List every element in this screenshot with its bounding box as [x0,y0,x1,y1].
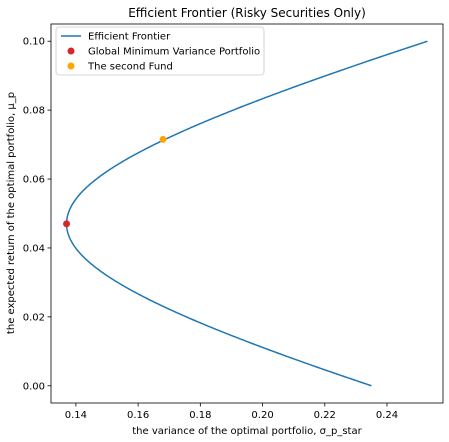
legend-marker-second-fund [67,62,75,70]
y-tick-label: 0.04 [23,243,45,254]
legend-marker-gmv [67,47,75,55]
gmv-point [63,220,71,228]
plot-area [50,23,444,404]
chart-title: Efficient Frontier (Risky Securities Onl… [128,6,366,20]
y-axis: 0.00 0.02 0.04 0.06 0.08 0.10 [23,37,51,392]
legend: Efficient Frontier Global Minimum Varian… [55,26,265,76]
second-fund-point [159,135,167,143]
legend-entry-gmv: Global Minimum Variance Portfolio [88,47,260,58]
legend-entry-second-fund: The second Fund [87,62,173,73]
y-tick-label: 0.06 [23,175,45,186]
x-tick-label: 0.14 [65,410,87,421]
x-tick-label: 0.18 [189,410,211,421]
x-axis: 0.14 0.16 0.18 0.20 0.22 0.24 [65,403,398,421]
y-axis-label: the expected return of the optimal portf… [6,92,17,334]
y-tick-label: 0.10 [23,37,45,48]
legend-box [55,26,265,76]
efficient-frontier-line [65,40,428,387]
x-tick-label: 0.16 [127,410,149,421]
x-axis-label: the variance of the optimal portfolio, σ… [132,426,362,437]
x-tick-label: 0.24 [376,410,398,421]
y-tick-label: 0.00 [23,381,45,392]
x-tick-label: 0.20 [251,410,273,421]
y-tick-label: 0.08 [23,106,45,117]
legend-entry-efficient-frontier: Efficient Frontier [88,32,171,43]
x-tick-label: 0.22 [314,410,336,421]
series-layer [63,40,428,387]
y-tick-label: 0.02 [23,312,45,323]
